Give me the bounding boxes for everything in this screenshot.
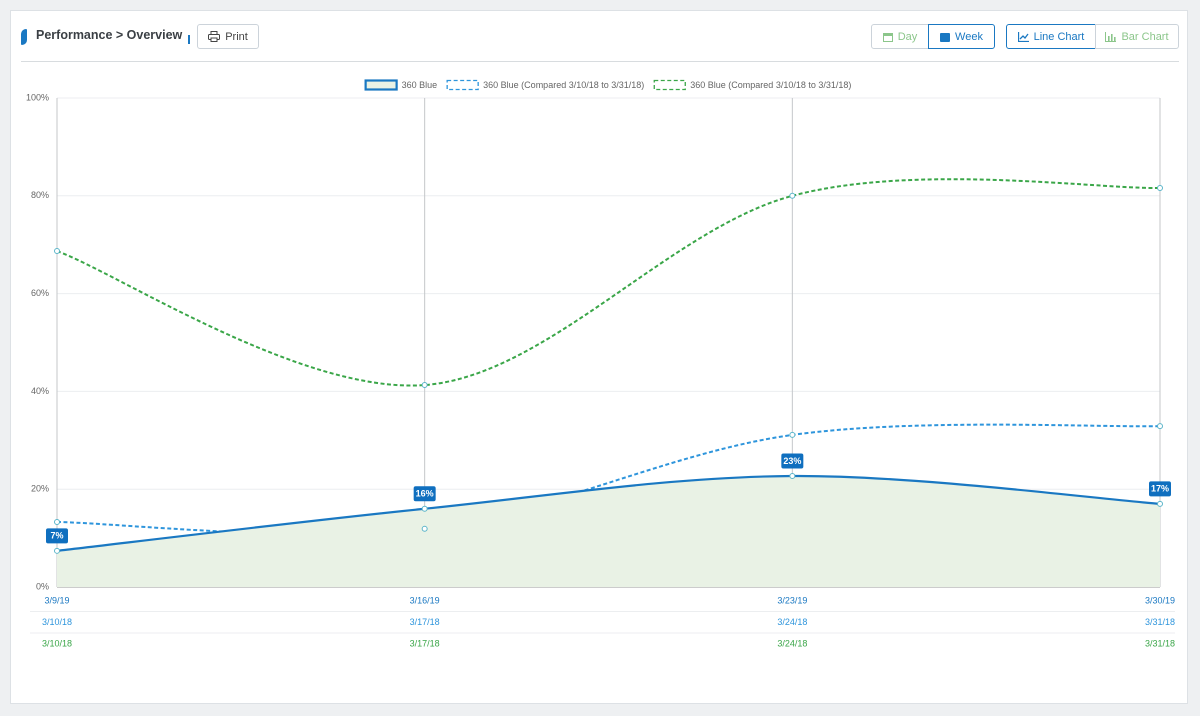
week-label: Week xyxy=(955,30,983,43)
legend-label: 360 Blue (Compared 3/10/18 to 3/31/18) xyxy=(690,80,851,90)
legend-item: 360 Blue (Compared 3/10/18 to 3/31/18) xyxy=(446,79,644,91)
print-button[interactable]: Print xyxy=(197,24,259,49)
point xyxy=(54,547,60,554)
area xyxy=(57,475,1160,587)
point xyxy=(421,382,428,389)
y-tick-label: 60% xyxy=(31,288,49,298)
print-icon xyxy=(208,31,221,42)
value-label: 23% xyxy=(783,456,801,466)
value-label: 7% xyxy=(50,531,63,541)
x-tick-label: 3/17/18 xyxy=(410,638,440,648)
line xyxy=(56,178,1161,387)
brand-icon xyxy=(21,29,27,45)
x-tick-label: 3/24/18 xyxy=(777,638,807,648)
bar-icon xyxy=(1105,31,1117,42)
week-button[interactable]: Week xyxy=(928,24,995,49)
y-tick-label: 80% xyxy=(31,190,49,200)
x-tick-label: 3/9/19 xyxy=(44,595,69,605)
print-label: Print xyxy=(225,30,248,43)
value-label-box xyxy=(46,528,68,544)
legend-swatch xyxy=(364,79,398,91)
legend-swatch xyxy=(653,79,686,91)
divider xyxy=(188,35,190,44)
x-tick-label: 3/23/19 xyxy=(777,595,807,605)
x-tick-label: 3/30/19 xyxy=(1145,595,1175,605)
legend-label: 360 Blue xyxy=(402,80,438,90)
point xyxy=(54,248,60,255)
x-tick-label: 3/10/18 xyxy=(42,638,72,648)
value-label-box xyxy=(781,453,804,469)
x-tick-label: 3/31/18 xyxy=(1145,638,1175,648)
point xyxy=(789,472,796,479)
point xyxy=(1157,184,1163,191)
point xyxy=(1157,500,1163,507)
y-tick-label: 0% xyxy=(36,581,49,591)
card: Performance > Overview Print Day Week Li… xyxy=(10,10,1188,704)
y-tick-label: 20% xyxy=(31,484,49,494)
point xyxy=(421,525,428,532)
point xyxy=(54,518,60,525)
x-tick-label: 3/31/18 xyxy=(1145,617,1175,627)
day-button[interactable]: Day xyxy=(871,24,929,49)
y-tick-label: 100% xyxy=(26,92,49,102)
x-tick-label: 3/10/18 xyxy=(42,617,72,627)
legend-swatch xyxy=(446,79,479,91)
calendar-icon xyxy=(882,32,893,42)
line-chart-label: Line Chart xyxy=(1033,30,1085,43)
bar-chart-button[interactable]: Bar Chart xyxy=(1095,24,1179,49)
point xyxy=(789,192,796,199)
breadcrumb: Performance > Overview xyxy=(36,28,183,42)
line xyxy=(56,474,1161,552)
point xyxy=(421,505,428,512)
value-label-box xyxy=(413,486,436,502)
x-tick-label: 3/24/18 xyxy=(777,617,807,627)
bar-chart-label: Bar Chart xyxy=(1121,30,1169,43)
value-label: 17% xyxy=(1151,484,1169,494)
day-label: Day xyxy=(897,30,918,43)
value-label: 16% xyxy=(416,489,434,499)
x-tick-label: 3/16/19 xyxy=(410,595,440,605)
line-chart-button[interactable]: Line Chart xyxy=(1006,24,1096,49)
value-label-box xyxy=(1149,481,1171,497)
header-rule xyxy=(21,61,1179,62)
legend-item: 360 Blue xyxy=(364,79,438,91)
legend-label: 360 Blue (Compared 3/10/18 to 3/31/18) xyxy=(483,80,644,90)
calendar-icon xyxy=(940,32,951,42)
x-tick-label: 3/17/18 xyxy=(410,617,440,627)
legend-item: 360 Blue (Compared 3/10/18 to 3/31/18) xyxy=(653,79,851,91)
point xyxy=(1157,423,1163,430)
point xyxy=(789,431,796,438)
line-icon xyxy=(1017,31,1029,42)
y-tick-label: 40% xyxy=(31,386,49,396)
